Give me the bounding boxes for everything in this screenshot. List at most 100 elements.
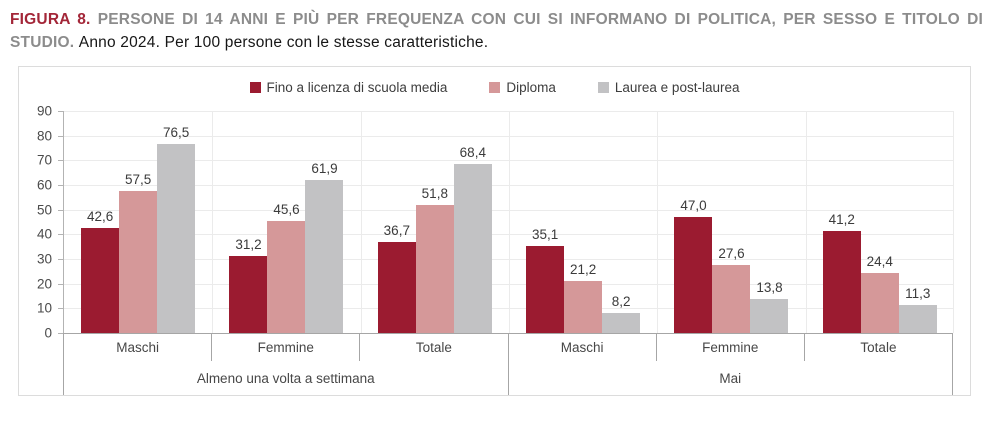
- gridline-horizontal: [64, 160, 954, 162]
- group-cell: Mai: [509, 361, 953, 395]
- category-row: Maschi Femmine Totale Maschi Femmine Totale: [64, 334, 952, 361]
- y-tick-mark: [58, 135, 63, 137]
- bar: [305, 180, 344, 333]
- bar: [267, 220, 306, 333]
- y-tick-label: 90: [36, 103, 52, 119]
- bar-slot: 36,7: [377, 111, 416, 333]
- category-label: Femmine: [257, 340, 314, 355]
- bar: [712, 264, 751, 333]
- gridline-horizontal: [64, 234, 954, 236]
- y-tick-mark: [58, 283, 63, 285]
- gridline-vertical: [953, 111, 954, 333]
- bar-slot: 35,1: [526, 111, 565, 333]
- bar-value-label: 51,8: [421, 186, 448, 202]
- x-axis: Maschi Femmine Totale Maschi Femmine Totale A…: [63, 333, 953, 395]
- bar: [526, 246, 565, 333]
- bar-group: 31,2 45,6 61,9: [212, 111, 360, 333]
- figure-caption: FIGURA 8. PERSONE DI 14 ANNI E PIÙ PER F…: [10, 8, 983, 55]
- group-label: Almeno una volta a settimana: [196, 370, 375, 386]
- y-tick-mark: [58, 111, 63, 112]
- y-tick-mark: [58, 185, 63, 186]
- y-tick-mark: [58, 209, 63, 211]
- bar-value-label: 47,0: [680, 198, 707, 214]
- gridline-vertical: [212, 111, 214, 333]
- gridline-horizontal: [64, 111, 954, 112]
- y-tick-label: 40: [36, 226, 52, 242]
- bar-slot: 31,2: [229, 111, 268, 333]
- gridline-horizontal: [64, 209, 954, 211]
- bar: [81, 227, 120, 333]
- legend-swatch-icon: [597, 82, 609, 93]
- group-cell: Almeno una volta a settimana: [64, 361, 509, 395]
- legend-item: Fino a licenza di scuola media: [249, 80, 448, 95]
- y-tick-label: 30: [36, 251, 52, 267]
- legend-label: Diploma: [506, 80, 556, 95]
- figure-title: PERSONE DI 14 ANNI E PIÙ PER FREQUENZA C…: [10, 11, 983, 52]
- legend-swatch-icon: [489, 82, 501, 93]
- bar-slot: 76,5: [157, 111, 196, 333]
- bar-value-label: 41,2: [828, 212, 855, 228]
- bar-value-label: 61,9: [311, 161, 338, 177]
- bar-value-label: 31,2: [235, 237, 262, 253]
- bar-value-label: 24,4: [866, 253, 893, 269]
- bar: [674, 217, 713, 333]
- bar: [229, 256, 268, 333]
- bar-slot: 13,8: [750, 111, 789, 333]
- bar: [453, 164, 492, 333]
- bar-group: 47,0 27,6 13,8: [657, 111, 805, 333]
- bar: [157, 144, 196, 333]
- y-tick-label: 70: [36, 152, 52, 168]
- category-cell: Femmine: [212, 334, 361, 361]
- y-tick-mark: [58, 234, 63, 236]
- plot-area: 42,6 57,5 76,5 31,2 45,6 61,9 36,7 51,8 68,4 35,1…: [63, 111, 954, 333]
- gridline-horizontal: [64, 283, 954, 285]
- legend-swatch-icon: [249, 82, 261, 93]
- bar-value-label: 36,7: [383, 223, 410, 239]
- gridline-horizontal: [64, 308, 954, 310]
- legend-label: Fino a licenza di scuola media: [266, 80, 448, 95]
- bar-value-label: 57,5: [125, 172, 152, 188]
- y-tick-mark: [58, 259, 63, 260]
- bar-slot: 8,2: [602, 111, 641, 333]
- legend: Fino a licenza di scuola media Diploma Lau…: [19, 80, 970, 95]
- y-tick-label: 0: [44, 325, 52, 341]
- bar-value-label: 11,3: [905, 286, 931, 302]
- bar: [750, 298, 789, 333]
- gridline-vertical: [805, 111, 807, 333]
- bar-value-label: 68,4: [459, 145, 486, 161]
- y-tick-label: 50: [36, 202, 52, 218]
- gridline-horizontal: [64, 135, 954, 137]
- figure-number-label: FIGURA 8.: [10, 11, 91, 28]
- y-tick-label: 80: [36, 128, 52, 144]
- gridline-horizontal: [64, 259, 954, 260]
- category-label: Maschi: [560, 340, 604, 355]
- y-tick-mark: [58, 333, 63, 334]
- category-cell: Maschi: [509, 334, 657, 361]
- bar: [860, 272, 899, 333]
- category-cell: Totale: [360, 334, 509, 361]
- chart-panel: Fino a licenza di scuola media Diploma Lau…: [18, 66, 971, 396]
- bar: [602, 312, 641, 333]
- category-label: Femmine: [702, 340, 759, 355]
- bar-slot: 27,6: [712, 111, 751, 333]
- bar-slot: 45,6: [267, 111, 306, 333]
- gridline-horizontal: [64, 185, 954, 186]
- y-tick-mark: [58, 308, 63, 310]
- gridline-vertical: [657, 111, 659, 333]
- bar: [415, 205, 454, 333]
- figure-subtitle: Anno 2024. Per 100 persone con le stesse…: [78, 34, 489, 52]
- y-tick-mark: [58, 160, 63, 162]
- bar-value-label: 76,5: [163, 125, 190, 141]
- bar-value-label: 45,6: [273, 201, 300, 217]
- bar-value-label: 27,6: [718, 245, 745, 261]
- bar: [564, 280, 603, 333]
- bar: [377, 242, 416, 333]
- bar-slot: 21,2: [564, 111, 603, 333]
- bar-value-label: 35,1: [532, 227, 559, 243]
- bar-group: 36,7 51,8 68,4: [361, 111, 509, 333]
- bar-value-label: 8,2: [611, 293, 631, 309]
- bar-group: 42,6 57,5 76,5: [64, 111, 212, 333]
- bar-cells: 42,6 57,5 76,5 31,2 45,6 61,9 36,7 51,8 68,4 35,1…: [64, 111, 954, 333]
- category-cell: Totale: [805, 334, 952, 361]
- bar-group: 35,1 21,2 8,2: [509, 111, 657, 333]
